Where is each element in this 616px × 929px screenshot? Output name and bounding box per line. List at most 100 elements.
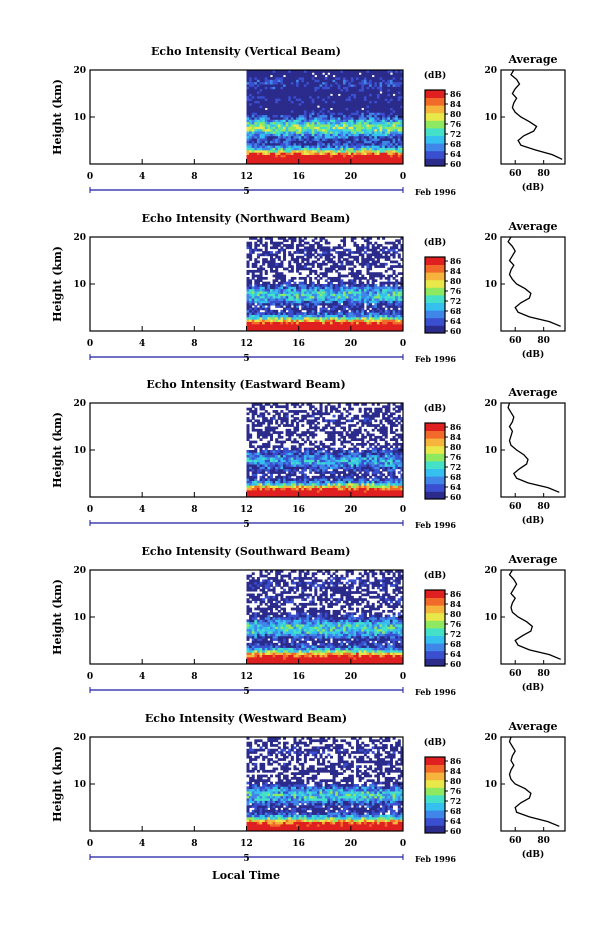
heatmap-cell: [288, 471, 292, 474]
heatmap-cell: [264, 258, 268, 261]
heatmap-cell: [251, 149, 255, 153]
heatmap-cell: [397, 328, 401, 332]
heatmap-cell: [382, 300, 386, 304]
heatmap-cell: [392, 300, 396, 304]
heatmap-cell: [319, 131, 323, 134]
heatmap-cell: [324, 124, 328, 127]
heatmap-cell: [379, 298, 383, 301]
heatmap-cell: [389, 77, 393, 80]
heatmap-cell: [371, 309, 375, 313]
heatmap-cell: [337, 121, 341, 125]
heatmap-cell: [319, 128, 323, 132]
heatmap-cell: [311, 253, 315, 257]
heatmap-cell: [277, 98, 281, 101]
heatmap-cell: [251, 248, 255, 252]
heatmap-cell: [345, 128, 349, 132]
heatmap-cell: [350, 262, 354, 266]
heatmap-cell: [251, 117, 255, 120]
heatmap-cell: [306, 262, 310, 266]
heatmap-cell: [335, 286, 339, 290]
heatmap-cell: [348, 84, 352, 87]
heatmap-cell: [275, 159, 279, 163]
heatmap-cell: [264, 260, 268, 264]
heatmap-cell: [296, 251, 300, 254]
heatmap-cell: [275, 126, 279, 130]
heatmap-cell: [316, 262, 320, 266]
heatmap-cell: [285, 239, 289, 243]
heatmap-cell: [340, 126, 344, 130]
heatmap-cell: [277, 91, 281, 94]
heatmap-cell: [369, 328, 373, 332]
heatmap-cell: [337, 147, 341, 151]
heatmap-cell: [382, 149, 386, 153]
heatmap-cell: [350, 468, 354, 472]
heatmap-cell: [285, 93, 289, 97]
heatmap-cell: [392, 471, 396, 474]
heatmap-cell: [337, 302, 341, 306]
heatmap-cell: [348, 295, 352, 299]
heatmap-cell: [343, 95, 347, 99]
heatmap-cell: [277, 154, 281, 158]
heatmap-cell: [369, 265, 373, 268]
heatmap-cell: [384, 86, 388, 90]
heatmap-cell: [259, 152, 263, 155]
heatmap-cell: [285, 105, 289, 108]
profile-y-tick-label: 10: [484, 280, 497, 290]
heatmap-cell: [246, 124, 250, 127]
heatmap-cell: [322, 133, 326, 137]
heatmap-cell: [293, 105, 297, 108]
heatmap-cell: [358, 246, 362, 250]
heatmap-cell: [382, 140, 386, 144]
heatmap-cell: [288, 91, 292, 94]
heatmap-cell: [288, 293, 292, 297]
heatmap-cell: [275, 102, 279, 106]
heatmap-cell: [251, 269, 255, 273]
heatmap-cell: [311, 70, 315, 73]
heatmap-cell: [343, 161, 347, 165]
heatmap-cell: [301, 77, 305, 80]
heatmap-cell: [356, 147, 360, 151]
heatmap-cell: [327, 77, 331, 80]
heatmap-cell: [392, 321, 396, 325]
heatmap-cell: [392, 100, 396, 104]
heatmap-cell: [316, 314, 320, 318]
heatmap-cell: [277, 258, 281, 261]
heatmap-cell: [363, 140, 367, 144]
heatmap-cell: [340, 262, 344, 266]
heatmap-cell: [306, 98, 310, 101]
heatmap-cell: [306, 131, 310, 134]
heatmap-cell: [246, 288, 250, 292]
heatmap-cell: [363, 316, 367, 320]
heatmap-cell: [298, 124, 302, 127]
heatmap-cell: [389, 267, 393, 271]
heatmap-cell: [319, 156, 323, 160]
heatmap-cell: [363, 328, 367, 332]
heatmap-cell: [314, 478, 318, 481]
heatmap-cell: [356, 88, 360, 92]
heatmap-cell: [397, 239, 401, 243]
heatmap-cell: [264, 326, 268, 330]
heatmap-cell: [254, 133, 258, 137]
heatmap-cell: [371, 494, 375, 498]
heatmap-cell: [272, 152, 276, 155]
heatmap-cell: [309, 468, 313, 472]
heatmap-cell: [329, 70, 333, 73]
heatmap-cell: [374, 246, 378, 250]
heatmap-cell: [275, 72, 279, 76]
heatmap-cell: [269, 293, 273, 297]
heatmap-cell: [290, 91, 294, 94]
heatmap-cell: [272, 323, 276, 327]
heatmap-cell: [246, 95, 250, 99]
heatmap-cell: [327, 156, 331, 160]
heatmap-cell: [392, 133, 396, 137]
heatmap-cell: [301, 300, 305, 304]
heatmap-cell: [358, 276, 362, 280]
heatmap-cell: [324, 149, 328, 153]
heatmap-cell: [345, 305, 349, 308]
heatmap-cell: [322, 468, 326, 472]
heatmap-cell: [348, 475, 352, 479]
heatmap-cell: [303, 95, 307, 99]
heatmap-cell: [376, 86, 380, 90]
heatmap-cell: [374, 72, 378, 76]
heatmap-cell: [369, 255, 373, 259]
